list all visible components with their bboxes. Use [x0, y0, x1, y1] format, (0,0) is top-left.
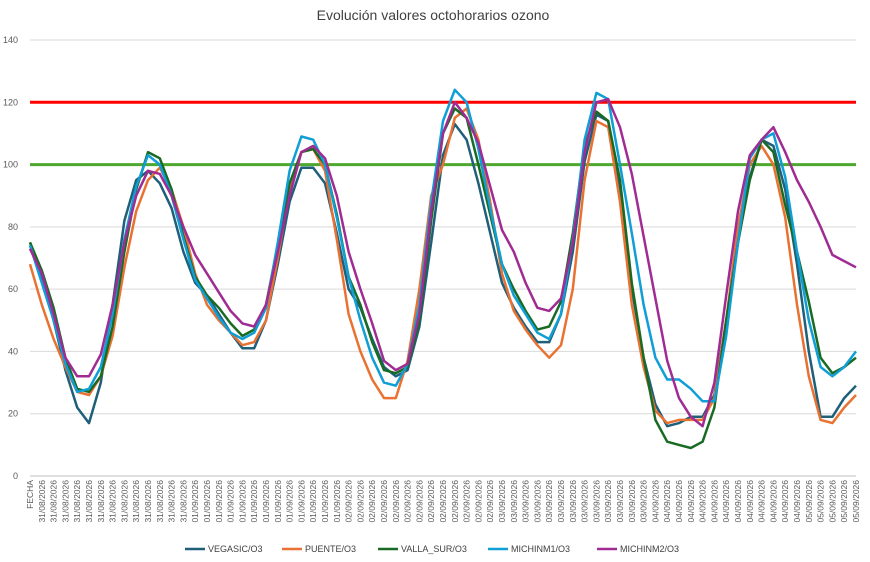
x-tick-label: 02/09/2026 — [426, 480, 436, 523]
x-tick-label: 01/09/2026 — [273, 480, 283, 523]
x-tick-label: 02/09/2026 — [367, 480, 377, 523]
x-tick-label: 04/09/2026 — [792, 480, 802, 523]
x-tick-label: 01/09/2026 — [202, 480, 212, 523]
x-tick-label: 31/08/2026 — [60, 480, 70, 523]
x-tick-label: 04/09/2026 — [686, 480, 696, 523]
x-tick-label: 04/09/2026 — [650, 480, 660, 523]
x-tick-label: 03/09/2026 — [568, 480, 578, 523]
legend-item: MICHINM2/O3 — [597, 544, 679, 554]
series-line — [28, 97, 857, 428]
legend-item: PUENTE/O3 — [282, 544, 356, 554]
x-tick-label: 02/09/2026 — [438, 480, 448, 523]
x-tick-label: 04/09/2026 — [733, 480, 743, 523]
x-tick-label: 31/08/2026 — [84, 480, 94, 523]
x-tick-label: 02/09/2026 — [403, 480, 413, 523]
chart-title: Evolución valores octohorarios ozono — [317, 7, 550, 23]
x-tick-label: 03/09/2026 — [532, 480, 542, 523]
x-tick-label: 04/09/2026 — [709, 480, 719, 523]
x-tick-label: 02/09/2026 — [462, 480, 472, 523]
x-tick-label: 03/09/2026 — [544, 480, 554, 523]
x-tick-label: 03/09/2026 — [580, 480, 590, 523]
legend-item: MICHINM1/O3 — [488, 544, 570, 554]
legend-label: MICHINM1/O3 — [511, 544, 570, 554]
x-tick-label: 04/09/2026 — [674, 480, 684, 523]
x-tick-label: 01/09/2026 — [332, 480, 342, 523]
x-tick-label: 02/09/2026 — [450, 480, 460, 523]
x-tick-label: 03/09/2026 — [497, 480, 507, 523]
x-tick-label: 05/09/2026 — [827, 480, 837, 523]
x-tick-label: 01/09/2026 — [261, 480, 271, 523]
x-tick-label: 01/09/2026 — [237, 480, 247, 523]
x-tick-label: 01/09/2026 — [285, 480, 295, 523]
x-tick-label: 02/09/2026 — [379, 480, 389, 523]
x-tick-label: 02/09/2026 — [355, 480, 365, 523]
x-tick-label: 31/08/2026 — [178, 480, 188, 523]
legend-label: VEGASIC/O3 — [208, 544, 263, 554]
x-tick-label: 02/09/2026 — [485, 480, 495, 523]
x-tick-label: 01/09/2026 — [320, 480, 330, 523]
x-tick-label: 04/09/2026 — [768, 480, 778, 523]
y-tick-label: 120 — [3, 97, 18, 107]
legend-item: VALLA_SUR/O3 — [378, 544, 467, 554]
x-tick-label: 05/09/2026 — [839, 480, 849, 523]
y-tick-label: 0 — [13, 471, 18, 481]
x-tick-label: 03/09/2026 — [521, 480, 531, 523]
legend-item: VEGASIC/O3 — [185, 544, 263, 554]
legend-label: VALLA_SUR/O3 — [401, 544, 467, 554]
x-tick-label: 31/08/2026 — [96, 480, 106, 523]
x-tick-label: 04/09/2026 — [721, 480, 731, 523]
x-tick-label: 03/09/2026 — [556, 480, 566, 523]
y-tick-label: 100 — [3, 160, 18, 170]
y-tick-label: 140 — [3, 35, 18, 45]
x-tick-label: 31/08/2026 — [37, 480, 47, 523]
x-tick-label: 05/09/2026 — [804, 480, 814, 523]
x-tick-label: 31/08/2026 — [167, 480, 177, 523]
y-tick-label: 40 — [8, 346, 18, 356]
x-tick-label: 03/09/2026 — [603, 480, 613, 523]
x-tick-label: 01/09/2026 — [190, 480, 200, 523]
x-tick-label: 05/09/2026 — [816, 480, 826, 523]
y-tick-label: 80 — [8, 222, 18, 232]
x-tick-label: 02/09/2026 — [344, 480, 354, 523]
x-tick-label: FECHA — [25, 480, 35, 509]
x-tick-label: 03/09/2026 — [615, 480, 625, 523]
x-tick-label: 03/09/2026 — [627, 480, 637, 523]
x-tick-label: 03/09/2026 — [509, 480, 519, 523]
x-tick-label: 01/09/2026 — [308, 480, 318, 523]
y-tick-label: 20 — [8, 409, 18, 419]
x-tick-label: 01/09/2026 — [226, 480, 236, 523]
x-tick-label: 05/09/2026 — [851, 480, 861, 523]
x-tick-label: 31/08/2026 — [49, 480, 59, 523]
legend-label: MICHINM2/O3 — [620, 544, 679, 554]
x-tick-label: 31/08/2026 — [119, 480, 129, 523]
x-tick-label: 04/09/2026 — [662, 480, 672, 523]
x-tick-label: 04/09/2026 — [757, 480, 767, 523]
series-line — [28, 88, 857, 403]
x-tick-label: 31/08/2026 — [155, 480, 165, 523]
x-tick-label: 03/09/2026 — [591, 480, 601, 523]
x-tick-label: 01/09/2026 — [214, 480, 224, 523]
x-tick-label: 02/09/2026 — [391, 480, 401, 523]
x-tick-label: 04/09/2026 — [698, 480, 708, 523]
x-tick-label: 01/09/2026 — [249, 480, 259, 523]
x-tick-label: 04/09/2026 — [745, 480, 755, 523]
x-tick-label: 03/09/2026 — [639, 480, 649, 523]
x-tick-label: 31/08/2026 — [108, 480, 118, 523]
legend-label: PUENTE/O3 — [305, 544, 356, 554]
x-tick-label: 31/08/2026 — [131, 480, 141, 523]
x-tick-label: 31/08/2026 — [143, 480, 153, 523]
x-tick-label: 02/09/2026 — [414, 480, 424, 523]
x-tick-label: 31/08/2026 — [72, 480, 82, 523]
x-tick-label: 01/09/2026 — [296, 480, 306, 523]
x-tick-label: 04/09/2026 — [780, 480, 790, 523]
y-tick-label: 60 — [8, 284, 18, 294]
x-tick-label: 02/09/2026 — [473, 480, 483, 523]
